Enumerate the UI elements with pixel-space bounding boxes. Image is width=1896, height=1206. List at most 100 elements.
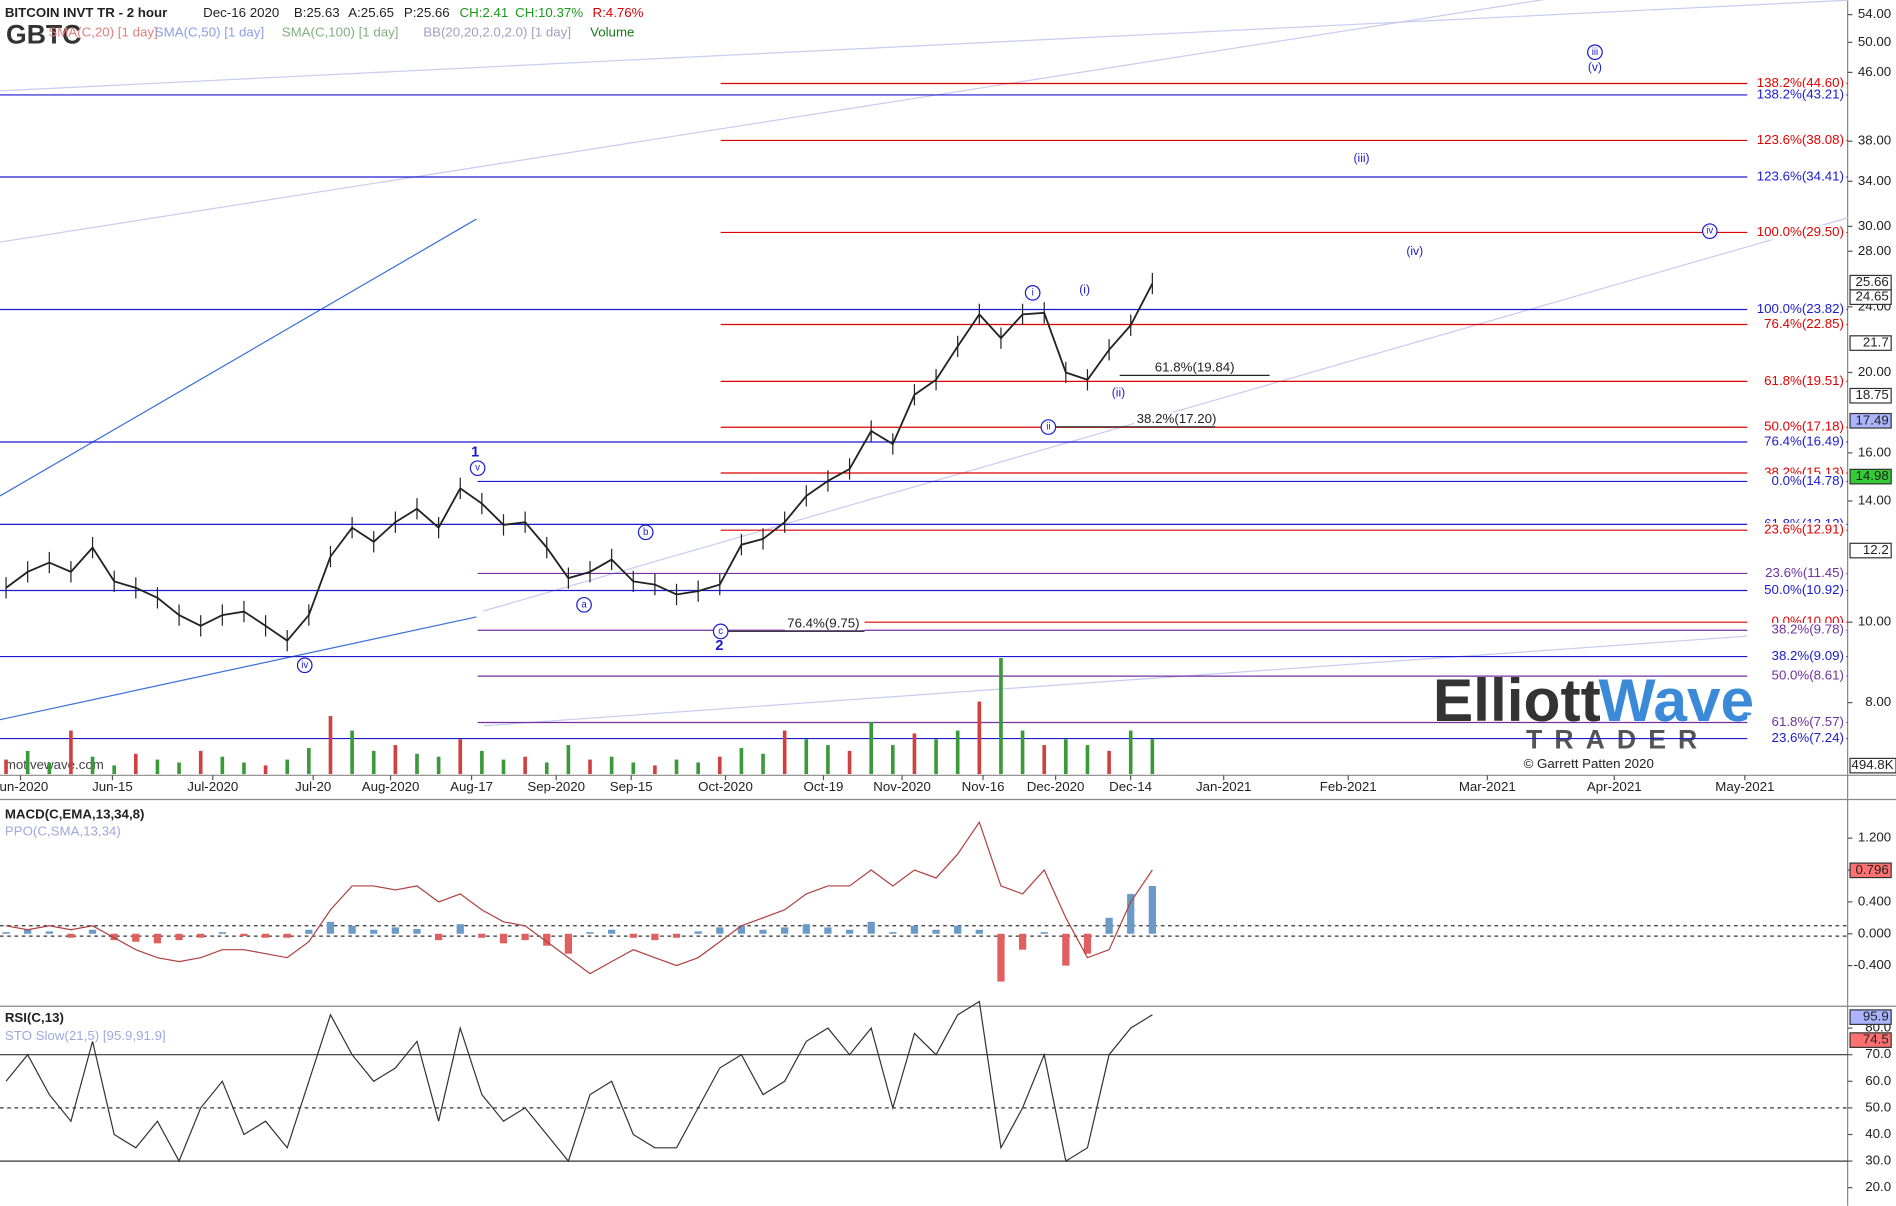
x-tick-label: Oct-19 [804,779,844,794]
histogram-bar [1018,933,1027,950]
histogram-bar [1105,917,1113,934]
channel-line [0,0,1546,243]
axis-tag-label: 74.5 [1863,1032,1889,1047]
histogram-bar [478,933,486,938]
y-tick-label: 60.0 [1865,1073,1891,1088]
axis-tag-label: 24.65 [1855,289,1888,304]
y-tick-label: 14.00 [1858,492,1891,507]
histogram-bar [781,927,789,934]
label-bg [1747,731,1847,746]
label-bg [1747,133,1847,148]
histogram-bar [132,933,140,942]
axis-tag-label: 95.9 [1863,1009,1889,1024]
volume-bar [999,658,1003,775]
axis-tag [1849,1032,1892,1048]
y-tick-label: 10.00 [1858,614,1891,629]
wave-circle [1040,419,1057,435]
volume-bar [674,759,679,775]
volume-bar [955,730,960,775]
wave-circle [576,596,592,613]
wave-circle [296,657,313,674]
volume-bar [393,745,398,775]
y-tick-label: 54.00 [1858,6,1891,21]
histogram-bar [975,929,983,934]
label-bg [1747,169,1847,185]
volume-bar [739,747,744,775]
label-bg [1134,412,1215,426]
histogram-bar [456,924,464,934]
volume-bar [458,739,463,775]
fib-label: 0.0%(14.78) [1772,473,1844,488]
x-tick-label: Jul-20 [295,779,331,794]
wave-label: (iii) [1353,151,1369,165]
histogram-bar [197,933,205,938]
y-tick-label: 1.200 [1858,830,1891,845]
y-tick-label: 28.00 [1858,243,1891,258]
y-tick-label: 20.0 [1865,1179,1891,1194]
wave-label: (v) [1588,60,1602,74]
histogram-bar [261,933,270,938]
x-tick-label: Nov-16 [962,779,1005,794]
fib-label: 123.6%(38.08) [1757,132,1844,147]
volume-bar [134,753,138,775]
label-bg [1747,434,1847,450]
x-tick-label: May-2021 [1715,779,1774,794]
volume-bar [1020,730,1025,775]
wave-label: iii [1592,47,1598,58]
volume-bar [25,750,30,775]
volume-bar [804,739,809,775]
fib-label: 38.2%(9.09) [1772,648,1844,663]
x-tick-label: Jun-2020 [0,779,48,794]
wave-label: v [475,463,480,474]
histogram-bar [45,931,53,934]
x-tick-label: Sep-2020 [527,779,585,794]
price-line [5,283,1154,642]
y-tick-label: 0.400 [1858,893,1891,908]
volume-bar [890,745,895,775]
label-bg [1747,522,1847,538]
histogram-bar [694,931,702,934]
quote-ask: A:25.65 [348,5,394,20]
indicator-label: SMA(C,50) [1 day] [155,24,264,39]
histogram-bar [543,933,551,946]
volume-bar [869,721,873,775]
fib-label: 23.6%(7.24) [1772,730,1844,745]
volume-bar [242,762,246,775]
volume-bar [436,756,441,775]
histogram-bar [434,933,443,941]
axis-tag [1849,412,1892,429]
y-tick-label: 50.00 [1858,34,1891,49]
wave-label: a [581,599,587,610]
histogram-bar [2,932,10,934]
label-bg [1747,374,1847,389]
histogram-bar [845,929,854,934]
wave-label: iv [301,660,308,671]
wave-label: (ii) [1112,385,1125,399]
x-tick-label: Feb-2021 [1320,779,1377,794]
histogram-bar [586,932,594,934]
volume-bar [263,765,268,775]
label-bg [1747,419,1847,435]
volume-bar [847,750,852,775]
fib-label: 138.2%(43.21) [1757,86,1844,101]
histogram-bar [867,921,875,934]
wave-label: c [718,626,723,637]
axis-tag [1849,757,1896,774]
wave-label: i [1032,287,1034,298]
volume-bar [47,762,52,775]
quote-price: P:25.66 [404,5,450,20]
histogram-bar [608,929,616,934]
axis-tag-label: 17.49 [1855,412,1888,427]
volume-bar [350,730,354,775]
wave-label: b [643,527,648,538]
volume-bar [934,739,938,775]
histogram-bar [370,929,378,934]
histogram-bar [283,933,291,938]
fib-label: 61.8%(19.51) [1764,373,1844,388]
histogram-bar [88,929,97,934]
x-tick-label: Jan-2021 [1196,779,1251,794]
panel-subtitle: STO Slow(21,5) [95.9,91.9] [5,1028,166,1043]
volume-bar [653,765,657,775]
wave-circle [1024,284,1041,301]
